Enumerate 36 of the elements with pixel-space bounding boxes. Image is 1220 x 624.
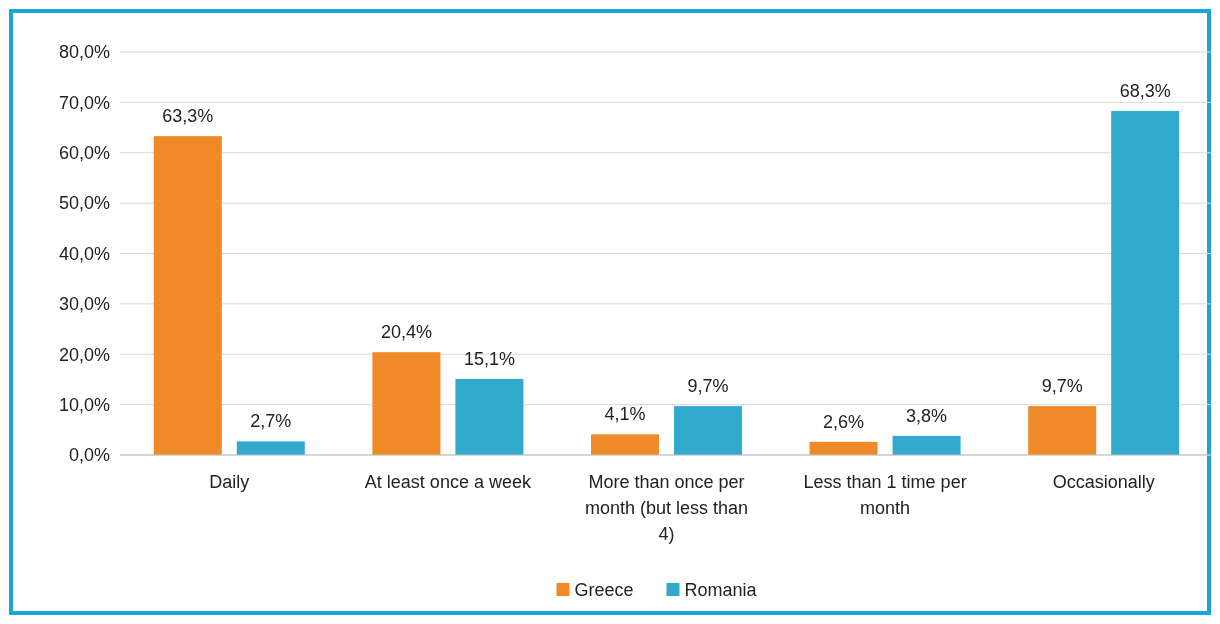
bar — [372, 352, 441, 455]
bar — [1111, 110, 1180, 455]
bar — [455, 378, 524, 455]
y-tick-label: 0,0% — [68, 445, 110, 466]
data-label: 9,7% — [687, 376, 729, 397]
data-label: 20,4% — [380, 322, 432, 343]
x-tick-label: More than once per month (but less than 4) — [584, 472, 749, 544]
x-tick-label: Less than 1 time per month — [803, 472, 967, 518]
bar — [892, 435, 961, 455]
x-tick-label: Occasionally — [1052, 472, 1155, 492]
y-tick-label: 10,0% — [58, 394, 110, 415]
bar — [809, 441, 878, 455]
y-tick-label: 40,0% — [58, 243, 110, 264]
data-label: 2,6% — [823, 411, 865, 432]
bar — [591, 434, 659, 455]
data-label: 15,1% — [463, 348, 515, 369]
data-label: 63,3% — [162, 106, 214, 127]
data-label: 9,7% — [1041, 376, 1083, 397]
legend-label: Greece — [574, 580, 634, 601]
x-tick-label: Daily — [209, 472, 250, 492]
bar — [236, 441, 305, 455]
y-tick-label: 80,0% — [58, 42, 110, 63]
data-label: 68,3% — [1119, 80, 1171, 101]
y-tick-label: 30,0% — [58, 294, 110, 315]
legend-label: Romania — [684, 580, 758, 601]
data-label: 2,7% — [250, 411, 292, 432]
bar — [153, 136, 222, 455]
y-tick-label: 70,0% — [58, 92, 110, 113]
data-label: 4,1% — [604, 404, 646, 425]
x-tick-label: At least once a week — [364, 472, 532, 492]
y-tick-label: 50,0% — [58, 193, 110, 214]
y-tick-label: 20,0% — [58, 344, 110, 365]
bar — [674, 406, 742, 455]
bar — [1028, 406, 1097, 455]
y-tick-label: 60,0% — [58, 143, 110, 164]
data-label: 3,8% — [906, 405, 948, 426]
